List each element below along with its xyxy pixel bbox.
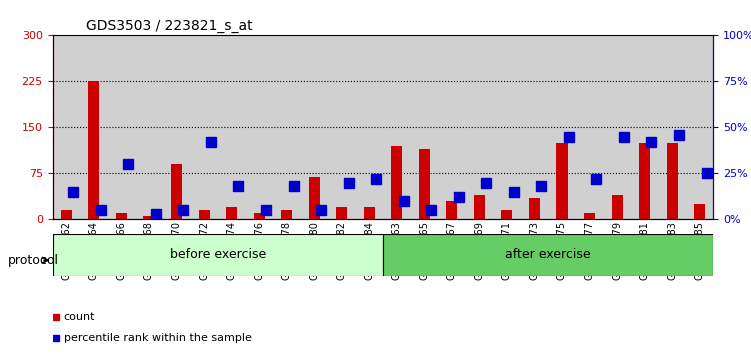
Bar xyxy=(576,35,603,219)
Bar xyxy=(694,204,705,219)
Bar xyxy=(383,35,411,219)
Bar xyxy=(171,164,182,219)
Bar xyxy=(639,143,650,219)
Bar xyxy=(548,35,576,219)
Bar xyxy=(143,216,155,219)
Bar xyxy=(611,195,623,219)
Bar xyxy=(80,35,107,219)
Bar xyxy=(667,143,677,219)
Bar xyxy=(246,35,273,219)
Bar xyxy=(446,201,457,219)
Text: protocol: protocol xyxy=(8,254,59,267)
Bar xyxy=(438,35,466,219)
Bar xyxy=(190,35,218,219)
Bar xyxy=(254,213,264,219)
Text: after exercise: after exercise xyxy=(505,249,591,261)
Bar xyxy=(411,35,438,219)
Bar xyxy=(198,210,210,219)
Text: count: count xyxy=(64,312,95,322)
Bar xyxy=(502,210,512,219)
FancyBboxPatch shape xyxy=(53,234,383,276)
Bar xyxy=(529,198,540,219)
Bar xyxy=(218,35,246,219)
Bar xyxy=(686,35,713,219)
Bar xyxy=(300,35,328,219)
Bar xyxy=(309,177,320,219)
Bar xyxy=(89,81,99,219)
Text: GDS3503 / 223821_s_at: GDS3503 / 223821_s_at xyxy=(86,19,252,33)
Bar xyxy=(107,35,135,219)
Bar xyxy=(603,35,631,219)
Bar xyxy=(355,35,383,219)
Bar xyxy=(226,207,237,219)
Bar xyxy=(631,35,659,219)
Bar xyxy=(363,207,375,219)
Bar xyxy=(584,213,595,219)
FancyBboxPatch shape xyxy=(383,234,713,276)
Bar xyxy=(419,149,430,219)
Bar xyxy=(135,35,163,219)
Bar xyxy=(659,35,686,219)
Bar xyxy=(466,35,493,219)
Bar xyxy=(116,213,127,219)
Text: percentile rank within the sample: percentile rank within the sample xyxy=(64,333,252,343)
Bar xyxy=(328,35,355,219)
Bar xyxy=(273,35,300,219)
Bar xyxy=(53,35,80,219)
Bar xyxy=(391,146,403,219)
Bar xyxy=(474,195,485,219)
Bar xyxy=(61,210,72,219)
Bar xyxy=(520,35,548,219)
Bar xyxy=(281,210,292,219)
Bar xyxy=(163,35,190,219)
Bar xyxy=(336,207,347,219)
Bar xyxy=(493,35,520,219)
Text: before exercise: before exercise xyxy=(170,249,266,261)
Bar xyxy=(556,143,568,219)
